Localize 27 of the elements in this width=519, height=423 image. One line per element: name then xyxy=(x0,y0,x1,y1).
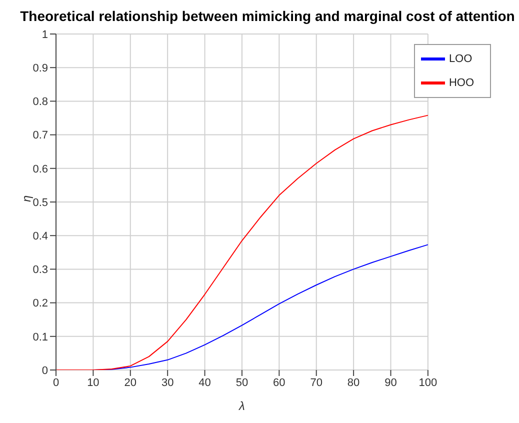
x-tick-label: 10 xyxy=(87,376,100,389)
x-tick-label: 100 xyxy=(418,376,438,389)
y-tick-label: 0 xyxy=(42,364,48,377)
y-tick-label: 0.8 xyxy=(32,96,48,108)
x-tick-label: 70 xyxy=(310,376,322,389)
y-tick-label: 0.5 xyxy=(32,196,48,209)
y-tick-label: 0.3 xyxy=(32,264,48,276)
x-tick-label: 0 xyxy=(52,376,60,389)
y-tick-label: 0.9 xyxy=(32,62,48,75)
x-tick-label: 90 xyxy=(384,376,397,389)
y-tick-label: 0.1 xyxy=(32,331,48,344)
y-tick-label: 0.6 xyxy=(32,163,48,176)
x-tick-label: 30 xyxy=(161,376,174,389)
y-tick-label: 0.7 xyxy=(32,130,48,142)
x-tick-label: 40 xyxy=(198,376,211,389)
legend-label: LOO xyxy=(448,52,472,65)
y-tick-label: 0.2 xyxy=(32,298,48,310)
x-tick-label: 50 xyxy=(236,376,248,389)
y-axis-title: η xyxy=(19,195,34,202)
x-axis-title: λ xyxy=(238,399,246,413)
x-tick-label: 20 xyxy=(124,376,137,389)
x-tick-label: 80 xyxy=(347,376,360,389)
y-tick-label: 1 xyxy=(42,28,48,41)
legend-label: HOO xyxy=(448,76,474,89)
y-tick-label: 0.4 xyxy=(32,230,48,243)
chart-title: Theoretical relationship between mimicking and marginal cost of attention xyxy=(19,8,516,26)
x-tick-label: 60 xyxy=(273,376,286,389)
